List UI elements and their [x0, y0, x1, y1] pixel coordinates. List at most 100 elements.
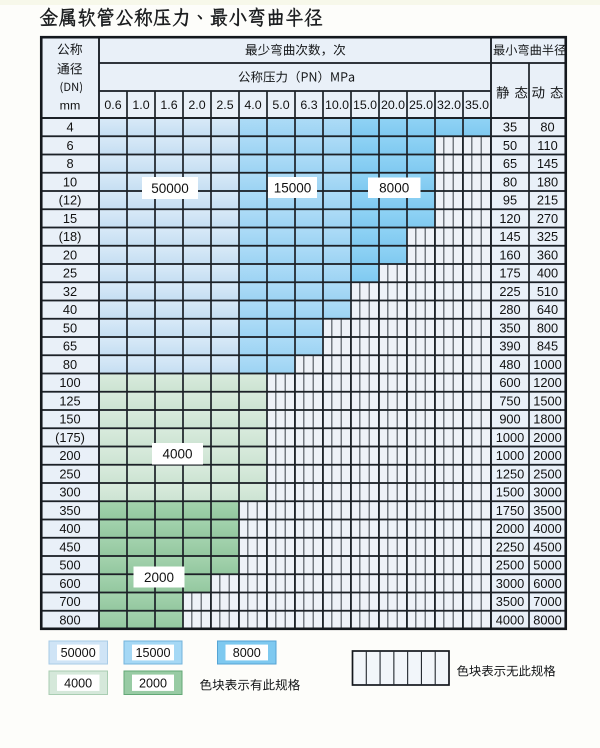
svg-text:65: 65: [503, 156, 517, 171]
svg-text:15000: 15000: [135, 646, 170, 660]
svg-text:200: 200: [59, 448, 80, 463]
svg-text:8000: 8000: [533, 613, 561, 628]
svg-text:270: 270: [537, 211, 558, 226]
svg-text:120: 120: [499, 211, 520, 226]
svg-text:1750: 1750: [496, 503, 524, 518]
svg-text:3500: 3500: [496, 594, 524, 609]
svg-text:2000: 2000: [496, 521, 524, 536]
svg-text:1500: 1500: [533, 394, 561, 409]
svg-text:50: 50: [503, 138, 517, 153]
svg-text:15.0: 15.0: [353, 98, 377, 112]
svg-text:5000: 5000: [533, 558, 561, 573]
svg-text:390: 390: [499, 339, 520, 354]
svg-text:0.6: 0.6: [104, 98, 121, 112]
svg-text:32: 32: [63, 284, 77, 299]
svg-text:6000: 6000: [533, 576, 561, 591]
svg-text:1000: 1000: [496, 430, 524, 445]
svg-text:175: 175: [499, 266, 520, 281]
svg-text:250: 250: [59, 467, 80, 482]
svg-text:600: 600: [59, 576, 80, 591]
svg-text:150: 150: [59, 412, 80, 427]
svg-text:110: 110: [537, 138, 557, 153]
svg-text:6: 6: [66, 138, 73, 153]
svg-text:35.0: 35.0: [465, 98, 489, 112]
svg-text:2.5: 2.5: [216, 98, 233, 112]
svg-text:80: 80: [63, 357, 77, 372]
svg-text:1.6: 1.6: [160, 98, 177, 112]
svg-text:2500: 2500: [533, 467, 561, 482]
svg-text:65: 65: [63, 339, 77, 354]
svg-text:50000: 50000: [61, 646, 96, 660]
svg-text:400: 400: [537, 266, 558, 281]
svg-text:25: 25: [63, 266, 77, 281]
svg-text:20.0: 20.0: [381, 98, 405, 112]
svg-text:3000: 3000: [496, 576, 524, 591]
svg-text:1500: 1500: [496, 485, 524, 500]
svg-text:640: 640: [537, 302, 558, 317]
svg-text:400: 400: [59, 521, 80, 536]
svg-text:1.0: 1.0: [132, 98, 149, 112]
svg-text:25.0: 25.0: [409, 98, 433, 112]
svg-text:35: 35: [503, 120, 517, 135]
svg-text:8: 8: [66, 156, 73, 171]
svg-text:50000: 50000: [151, 181, 189, 196]
svg-text:300: 300: [59, 485, 80, 500]
svg-text:1000: 1000: [496, 448, 524, 463]
svg-text:2500: 2500: [496, 558, 524, 573]
svg-text:145: 145: [499, 229, 520, 244]
svg-text:15000: 15000: [274, 180, 312, 195]
svg-text:500: 500: [59, 558, 80, 573]
svg-text:3500: 3500: [533, 503, 561, 518]
svg-text:125: 125: [59, 394, 80, 409]
svg-text:10: 10: [63, 175, 77, 190]
svg-text:600: 600: [499, 375, 520, 390]
svg-text:700: 700: [59, 594, 80, 609]
svg-text:(175): (175): [55, 430, 85, 445]
svg-text:4000: 4000: [533, 521, 561, 536]
svg-text:1200: 1200: [533, 375, 561, 390]
svg-text:mm: mm: [60, 98, 81, 112]
svg-text:750: 750: [499, 394, 520, 409]
svg-text:160: 160: [499, 248, 520, 263]
svg-text:3000: 3000: [533, 485, 561, 500]
svg-text:2000: 2000: [139, 676, 167, 690]
svg-text:510: 510: [537, 284, 558, 299]
svg-text:40: 40: [63, 302, 77, 317]
svg-text:(12): (12): [59, 193, 82, 208]
svg-text:4000: 4000: [496, 613, 524, 628]
svg-text:2000: 2000: [533, 448, 561, 463]
svg-text:215: 215: [537, 193, 558, 208]
svg-text:5.0: 5.0: [272, 98, 289, 112]
svg-text:2.0: 2.0: [188, 98, 205, 112]
svg-text:845: 845: [537, 339, 558, 354]
svg-text:2250: 2250: [496, 540, 524, 555]
svg-text:1000: 1000: [533, 357, 561, 372]
svg-text:900: 900: [499, 412, 520, 427]
svg-text:7000: 7000: [533, 594, 561, 609]
svg-text:145: 145: [537, 156, 558, 171]
svg-text:6.3: 6.3: [300, 98, 317, 112]
svg-text:95: 95: [503, 193, 517, 208]
svg-text:4.0: 4.0: [244, 98, 261, 112]
svg-text:15: 15: [63, 211, 77, 226]
svg-text:280: 280: [499, 302, 520, 317]
svg-text:8000: 8000: [379, 181, 409, 196]
svg-text:80: 80: [540, 120, 554, 135]
svg-text:32.0: 32.0: [437, 98, 461, 112]
svg-text:2000: 2000: [533, 430, 561, 445]
svg-text:180: 180: [537, 175, 558, 190]
svg-text:4000: 4000: [64, 676, 92, 690]
svg-text:80: 80: [503, 175, 517, 190]
svg-text:800: 800: [59, 613, 80, 628]
svg-text:325: 325: [537, 229, 558, 244]
svg-text:350: 350: [59, 503, 80, 518]
svg-text:225: 225: [499, 284, 520, 299]
svg-text:4500: 4500: [533, 540, 561, 555]
svg-text:50: 50: [63, 321, 77, 336]
svg-text:800: 800: [537, 321, 558, 336]
svg-text:8000: 8000: [233, 646, 261, 660]
svg-text:20: 20: [63, 248, 77, 263]
svg-text:1250: 1250: [496, 467, 524, 482]
svg-text:100: 100: [59, 375, 80, 390]
svg-text:10.0: 10.0: [325, 98, 349, 112]
